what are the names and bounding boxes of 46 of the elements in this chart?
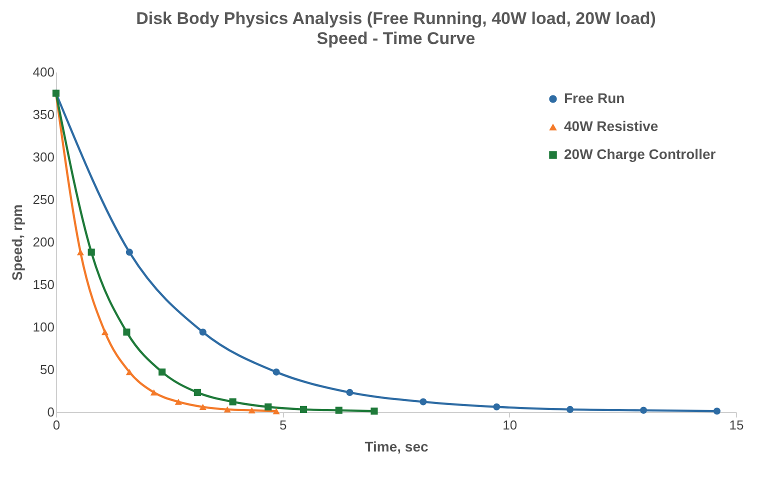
point [158,368,166,376]
point [272,368,280,376]
y-tick-label: 200 [32,234,54,250]
y-tick-label: 250 [32,192,54,207]
point [123,328,130,336]
point [199,328,206,336]
chart-title: Disk Body Physics Analysis (Free Running, 40W load, 20W load) [136,9,656,28]
y-tick-label: 100 [32,320,54,334]
x-tick-label: 15 [729,418,744,432]
y-tick-label: 0 [47,404,54,420]
x-tick-label: 10 [502,418,518,432]
point [101,329,108,336]
point [76,249,84,256]
y-tick-label: 350 [32,107,54,122]
point [126,368,133,376]
point [493,403,500,410]
point [566,406,574,413]
point [300,406,308,413]
point [174,398,182,405]
point [224,406,231,413]
point [370,408,378,415]
legend-label: Free Run [564,90,625,106]
y-axis-title: Speed, rpm [8,204,25,281]
y-tick-label: 50 [40,362,54,377]
point [199,404,206,410]
point [150,389,158,396]
chart-subtitle: Speed - Time Curve [316,29,476,48]
x-axis-title: Time, sec [364,438,428,454]
y-tick-label: 300 [32,150,54,164]
point [346,388,354,396]
point [640,406,648,414]
point [88,248,95,256]
point [264,403,272,410]
x-tick-label: 5 [280,418,287,432]
point [335,406,342,414]
point [194,388,201,396]
point [229,398,236,406]
y-tick-label: 150 [32,277,54,292]
legend-label: 40W Resistive [564,118,658,134]
legend-label: 20W Charge Controller [564,146,716,162]
point [713,408,720,415]
point [248,407,256,414]
point [272,408,280,414]
point [126,248,133,256]
point [420,398,427,406]
y-tick-label: 400 [32,64,54,80]
